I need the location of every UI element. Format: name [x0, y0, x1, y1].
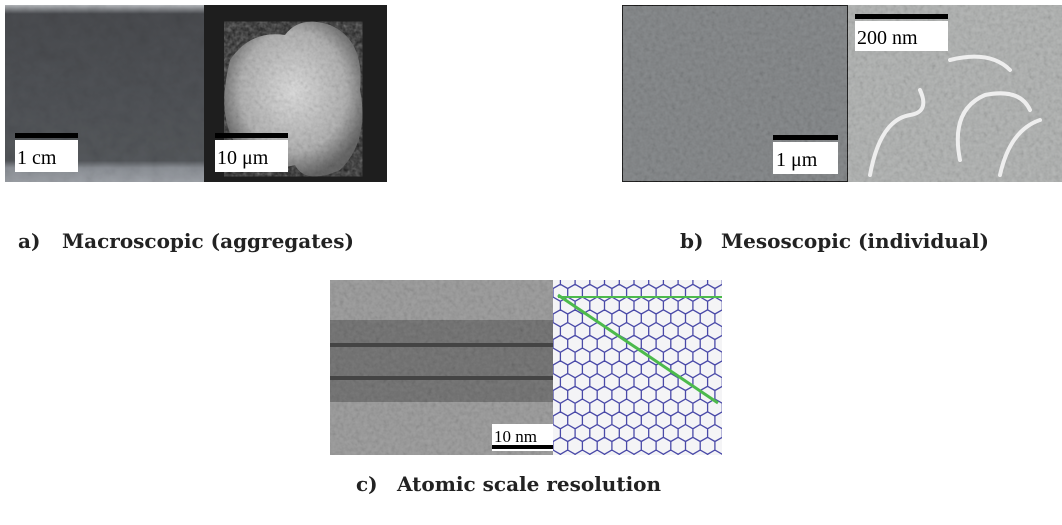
scale-label: 200 nm — [857, 27, 918, 49]
panel-caption: Macroscopic (aggregates) — [62, 229, 354, 253]
figure-canvas: 1 cm 10 μm 1 μm 200 nm 10 nm a) Macrosco… — [0, 0, 1062, 525]
panel-label: c) — [356, 472, 378, 496]
hex-lattice-bg — [553, 280, 722, 455]
scale-line — [215, 133, 288, 138]
panel-label: b) — [680, 229, 703, 253]
scale-line — [773, 135, 838, 140]
figure: 1 cm 10 μm 1 μm 200 nm 10 nm a) Macrosco… — [0, 0, 1062, 525]
scale-line — [855, 14, 948, 19]
panel-label: a) — [18, 229, 40, 253]
tube-body — [330, 320, 553, 402]
panel-caption: Mesoscopic (individual) — [721, 229, 989, 253]
scale-line — [492, 445, 553, 449]
panel-caption: Atomic scale resolution — [396, 472, 662, 496]
scale-label: 10 μm — [217, 147, 269, 169]
scale-label: 1 μm — [776, 149, 818, 171]
panel-b-images — [622, 5, 1062, 182]
scale-label: 1 cm — [17, 147, 57, 169]
scale-bar: 10 nm — [492, 424, 553, 451]
scale-label: 10 nm — [494, 427, 537, 446]
scale-line — [15, 133, 78, 138]
